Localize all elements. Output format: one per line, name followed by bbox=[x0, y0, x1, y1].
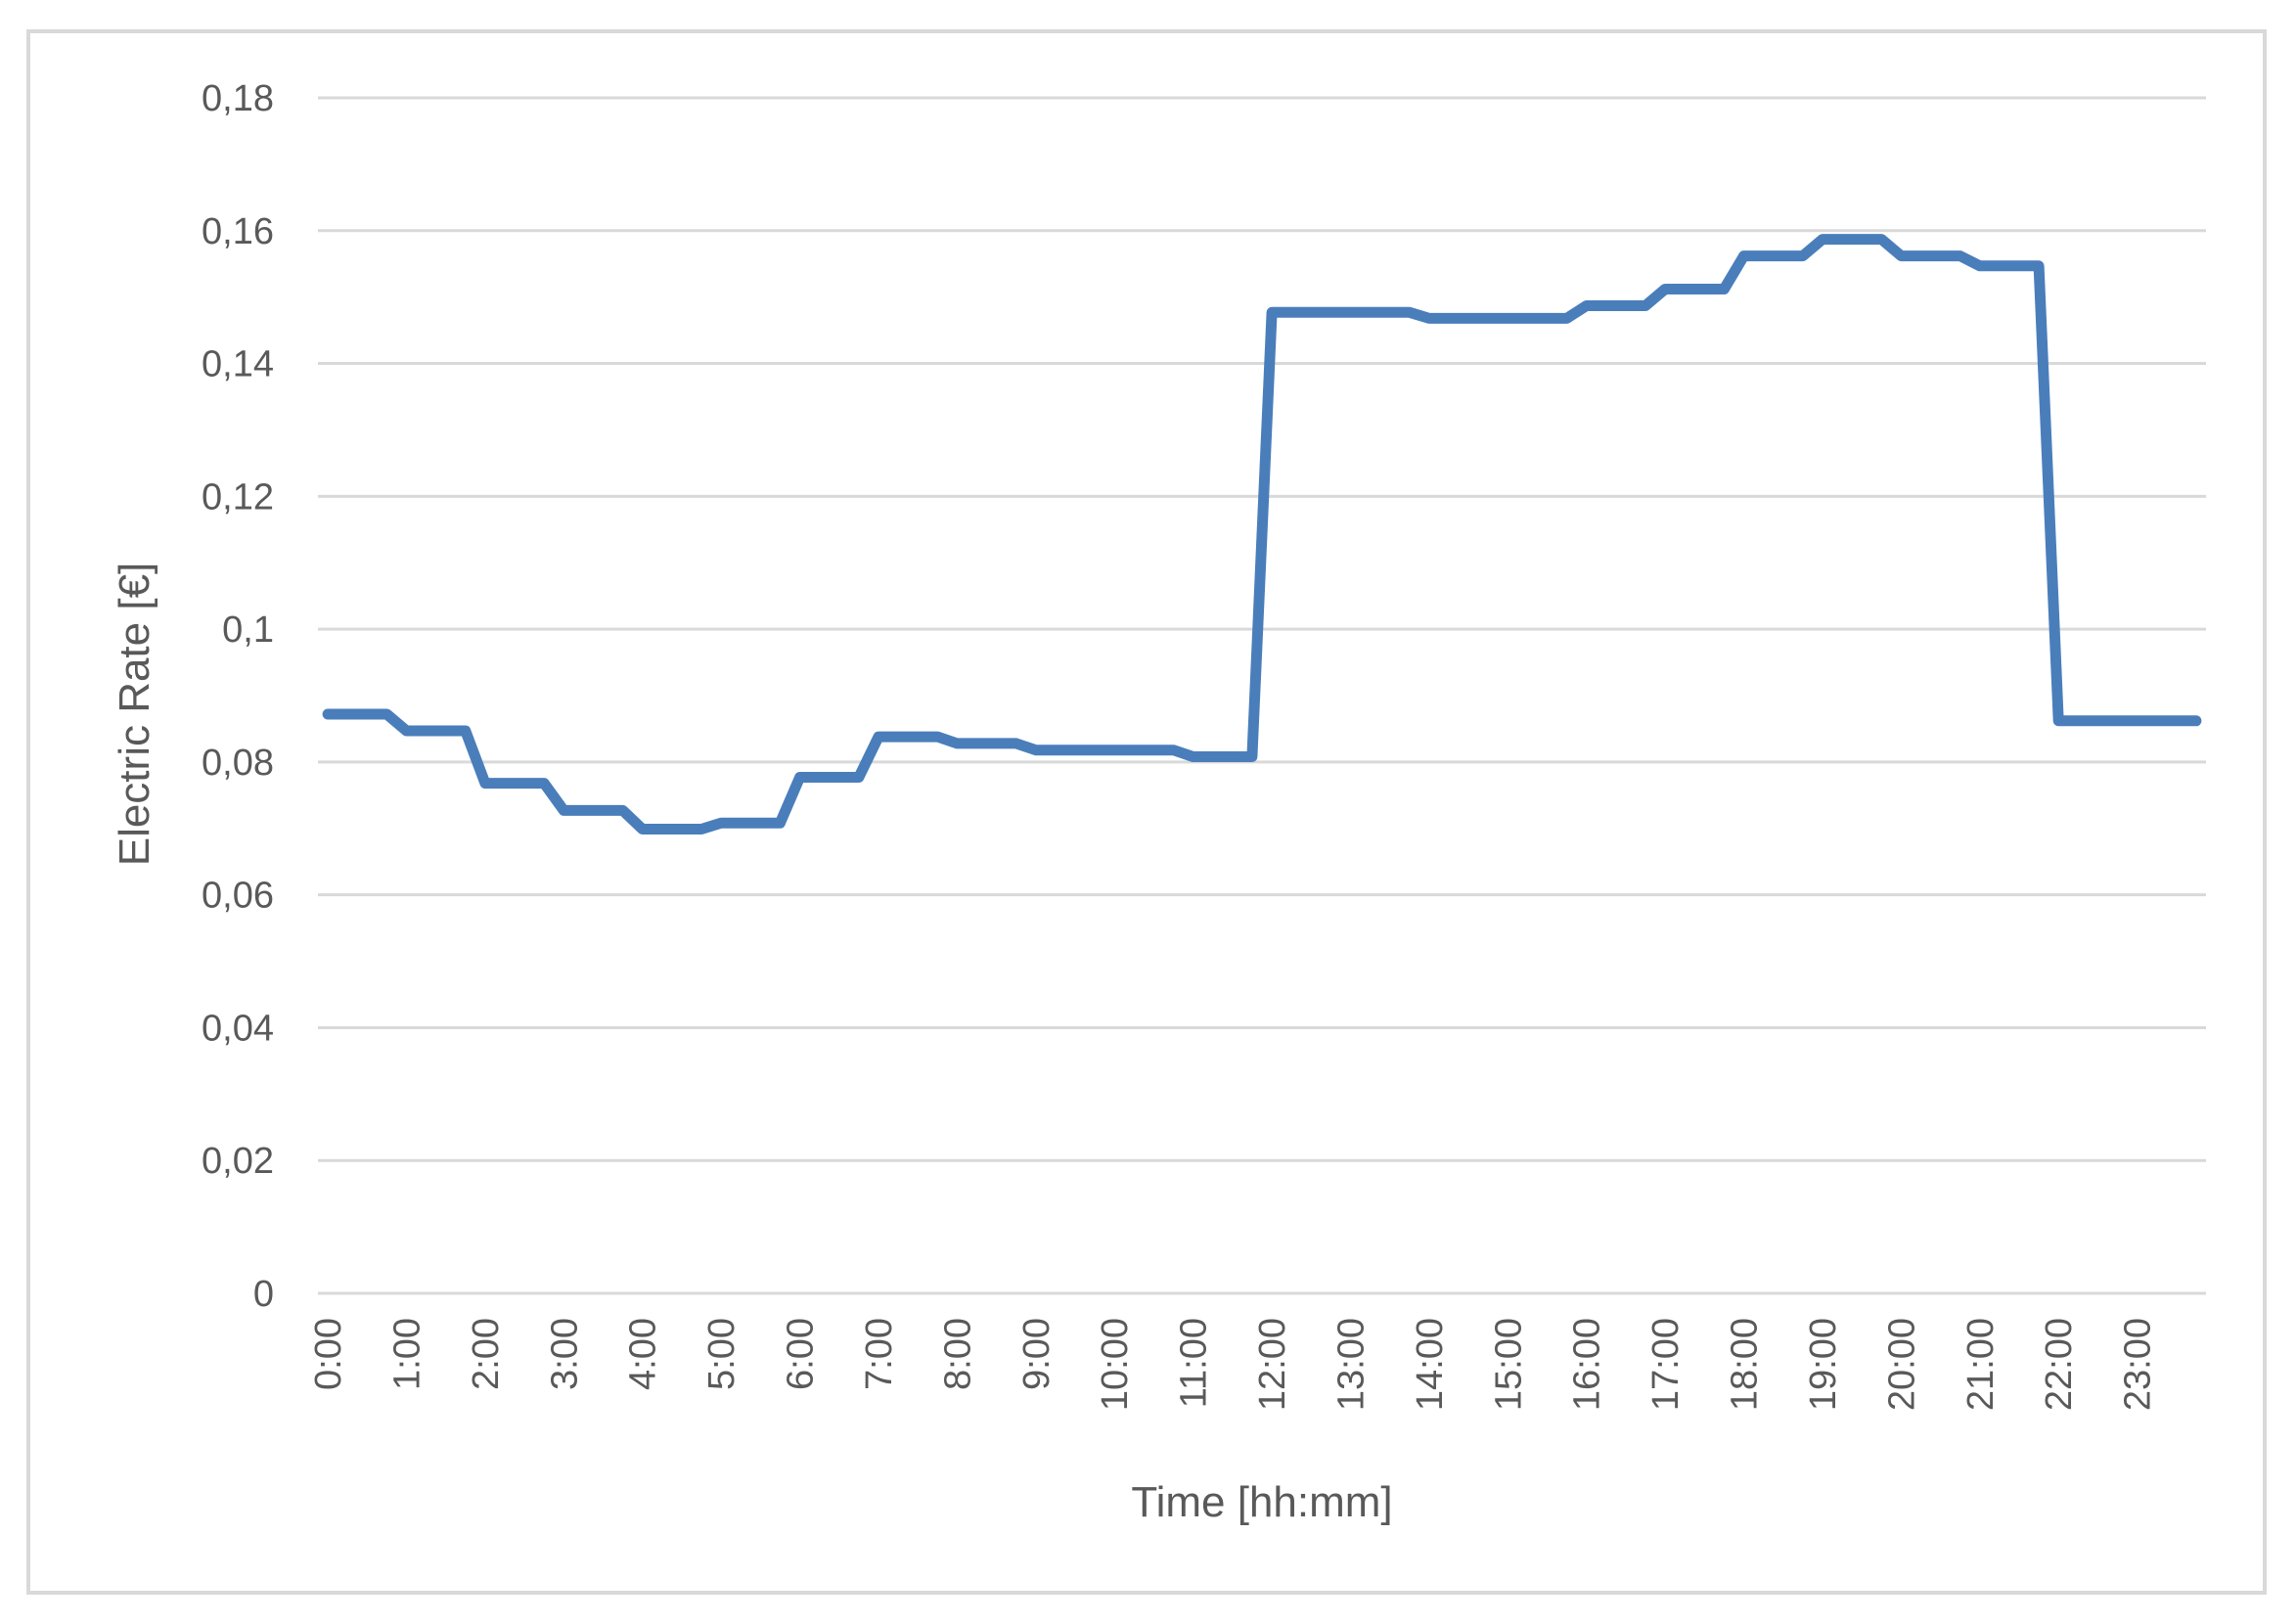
y-tick-label: 0,08 bbox=[202, 743, 274, 784]
x-tick-label: 12:00 bbox=[1252, 1318, 1293, 1411]
x-tick-label: 10:00 bbox=[1095, 1318, 1136, 1411]
y-tick-label: 0,1 bbox=[222, 609, 274, 651]
y-tick-label: 0 bbox=[253, 1274, 274, 1315]
x-tick-label: 5:00 bbox=[701, 1318, 743, 1390]
x-tick-label: 20:00 bbox=[1881, 1318, 1922, 1411]
x-tick-labels: 0:00 1:00 2:00 3:00 4:00 5:00 6:00 7:00 8:00 9:00… bbox=[308, 1318, 2159, 1411]
x-tick-label: 4:00 bbox=[623, 1318, 664, 1390]
series-layer bbox=[322, 234, 2202, 835]
x-tick-label: 16:00 bbox=[1567, 1318, 1608, 1411]
x-tick-label: 6:00 bbox=[781, 1318, 822, 1390]
x-tick-label: 2:00 bbox=[466, 1318, 507, 1390]
x-tick-label: 14:00 bbox=[1410, 1318, 1451, 1411]
x-tick-label: 18:00 bbox=[1725, 1318, 1766, 1411]
x-tick-label: 17:00 bbox=[1645, 1318, 1687, 1411]
y-tick-label: 0,14 bbox=[202, 344, 274, 385]
x-tick-label: 22:00 bbox=[2039, 1318, 2080, 1411]
y-tick-label: 0,02 bbox=[202, 1141, 274, 1182]
y-tick-labels: 0 0,02 0,04 0,06 0,08 0,1 0,12 0,14 0,16 0,18 bbox=[202, 78, 274, 1315]
x-tick-label: 19:00 bbox=[1803, 1318, 1844, 1411]
y-tick-label: 0,06 bbox=[202, 876, 274, 917]
x-tick-label: 3:00 bbox=[544, 1318, 585, 1390]
y-tick-label: 0,16 bbox=[202, 211, 274, 252]
x-tick-label: 15:00 bbox=[1488, 1318, 1529, 1411]
x-tick-label: 11:00 bbox=[1174, 1318, 1215, 1408]
y-tick-label: 0,04 bbox=[202, 1008, 274, 1049]
x-tick-label: 21:00 bbox=[1960, 1318, 2002, 1411]
x-tick-label: 7:00 bbox=[859, 1318, 900, 1390]
y-tick-label: 0,18 bbox=[202, 78, 274, 119]
x-tick-label: 8:00 bbox=[937, 1318, 978, 1390]
x-tick-label: 23:00 bbox=[2118, 1318, 2159, 1411]
x-tick-label: 13:00 bbox=[1330, 1318, 1372, 1411]
x-tick-label: 0:00 bbox=[308, 1318, 349, 1390]
gridlines bbox=[318, 96, 2206, 1295]
x-tick-label: 1:00 bbox=[386, 1318, 428, 1390]
x-tick-label: 9:00 bbox=[1016, 1318, 1058, 1390]
chart-frame bbox=[26, 29, 2267, 1595]
series-line bbox=[322, 234, 2202, 835]
y-axis-title: Electric Rate [€] bbox=[111, 563, 158, 867]
y-tick-label: 0,12 bbox=[202, 476, 274, 518]
x-axis-title: Time [hh:mm] bbox=[1131, 1478, 1392, 1526]
